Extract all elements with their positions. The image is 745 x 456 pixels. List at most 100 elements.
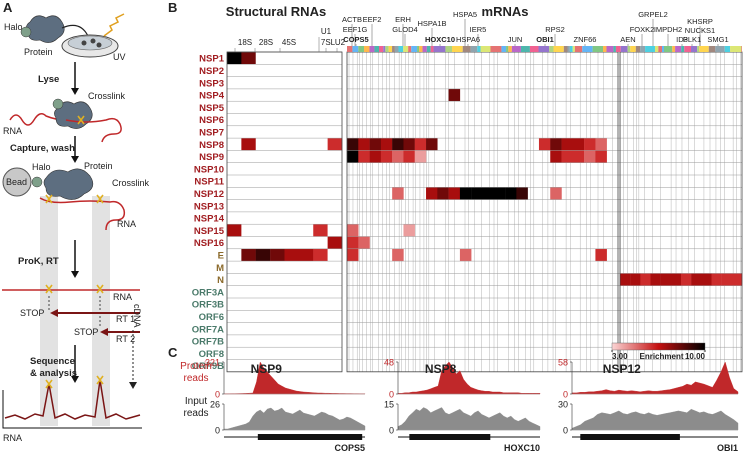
heat-cell (630, 64, 640, 76)
heat-cell (607, 163, 618, 175)
heat-cell (284, 187, 300, 200)
heat-cell (681, 298, 691, 310)
heat-cell (494, 212, 505, 224)
row-label: E (218, 250, 224, 261)
row-label: NSP5 (199, 103, 225, 114)
colorbar-label: 3.00 (612, 352, 628, 361)
heat-cell (370, 323, 381, 335)
heat-cell (505, 77, 516, 89)
heat-cell (620, 261, 630, 273)
heat-cell (298, 113, 314, 126)
text: Halo (32, 162, 51, 172)
gene-label: ID3 (676, 35, 688, 44)
heat-cell (298, 261, 314, 274)
row-label: NSP16 (194, 238, 224, 249)
heat-cell (620, 187, 630, 199)
gene-label: IMPDH2 (654, 25, 682, 34)
heat-cell (550, 237, 561, 249)
track-title: NSP9 (251, 362, 283, 376)
heat-cell (550, 52, 561, 64)
heat-cell (381, 187, 392, 199)
heat-cell (550, 64, 561, 76)
heat-cell (313, 211, 328, 225)
heat-cell (562, 175, 573, 187)
heat-cell (595, 310, 606, 322)
heat-cell (471, 163, 482, 175)
color-strip (654, 46, 659, 52)
heat-cell (505, 273, 516, 285)
heat-cell (562, 224, 573, 236)
row-label: NSP2 (199, 66, 224, 77)
heat-cell (327, 322, 343, 335)
heat-cell (722, 200, 732, 212)
heat-cell (722, 52, 732, 64)
heat-cell (241, 175, 256, 188)
heat-cell (284, 76, 300, 89)
y-tick-label: 26 (210, 400, 220, 410)
y-tick-label: 0 (215, 390, 220, 400)
heat-cell (681, 114, 691, 126)
row-label: N (217, 275, 224, 286)
heat-cell (403, 323, 414, 335)
heat-cell (415, 64, 426, 76)
heat-cell (471, 150, 482, 162)
heat-cell (701, 52, 711, 64)
heat-cell (584, 77, 595, 89)
heat-cell (550, 212, 561, 224)
color-strip (398, 46, 404, 52)
heat-cell (651, 286, 661, 298)
heat-cell (732, 237, 742, 249)
heat-cell (640, 249, 650, 261)
heat-cell (403, 261, 414, 273)
heat-cell (381, 261, 392, 273)
heat-cell (691, 224, 701, 236)
heat-cell (630, 298, 640, 310)
heat-cell (370, 249, 381, 261)
heat-cell (505, 64, 516, 76)
heat-cell (370, 261, 381, 273)
coverage-area (571, 408, 739, 431)
heat-cell (539, 273, 550, 285)
heat-cell (539, 310, 550, 322)
heat-cell (539, 224, 550, 236)
heat-cell (392, 52, 403, 64)
heat-cell (327, 175, 343, 188)
heat-cell (327, 236, 343, 249)
color-strip (691, 46, 698, 52)
heat-cell (327, 298, 343, 311)
heat-cell (630, 310, 640, 322)
heat-cell (640, 114, 650, 126)
heat-cell (327, 162, 343, 175)
heat-cell (327, 187, 343, 200)
heat-cell (691, 298, 701, 310)
column-label: 45S (282, 38, 296, 47)
heat-cell (437, 261, 448, 273)
heat-cell (550, 224, 561, 236)
color-strip (582, 46, 593, 52)
heat-cell (347, 248, 359, 262)
heat-cell (494, 101, 505, 113)
heat-cell (573, 187, 584, 199)
heat-cell (650, 273, 661, 286)
heat-cell (620, 175, 630, 187)
heat-cell (722, 89, 732, 101)
heat-cell (392, 273, 403, 285)
color-strip (388, 46, 393, 52)
heat-cell (562, 237, 573, 249)
heat-cell (358, 273, 369, 285)
heat-cell (681, 175, 691, 187)
heat-cell (415, 114, 426, 126)
rna (9, 113, 67, 126)
heat-cell (607, 323, 618, 335)
heat-cell (671, 175, 681, 187)
heat-cell (572, 138, 585, 151)
heat-cell (528, 224, 539, 236)
heat-cell (284, 101, 300, 114)
heat-cell (471, 323, 482, 335)
heat-cell (347, 273, 358, 285)
heat-cell (630, 114, 640, 126)
heat-cell (241, 64, 256, 77)
cell (96, 42, 102, 48)
heat-cell (313, 310, 328, 323)
